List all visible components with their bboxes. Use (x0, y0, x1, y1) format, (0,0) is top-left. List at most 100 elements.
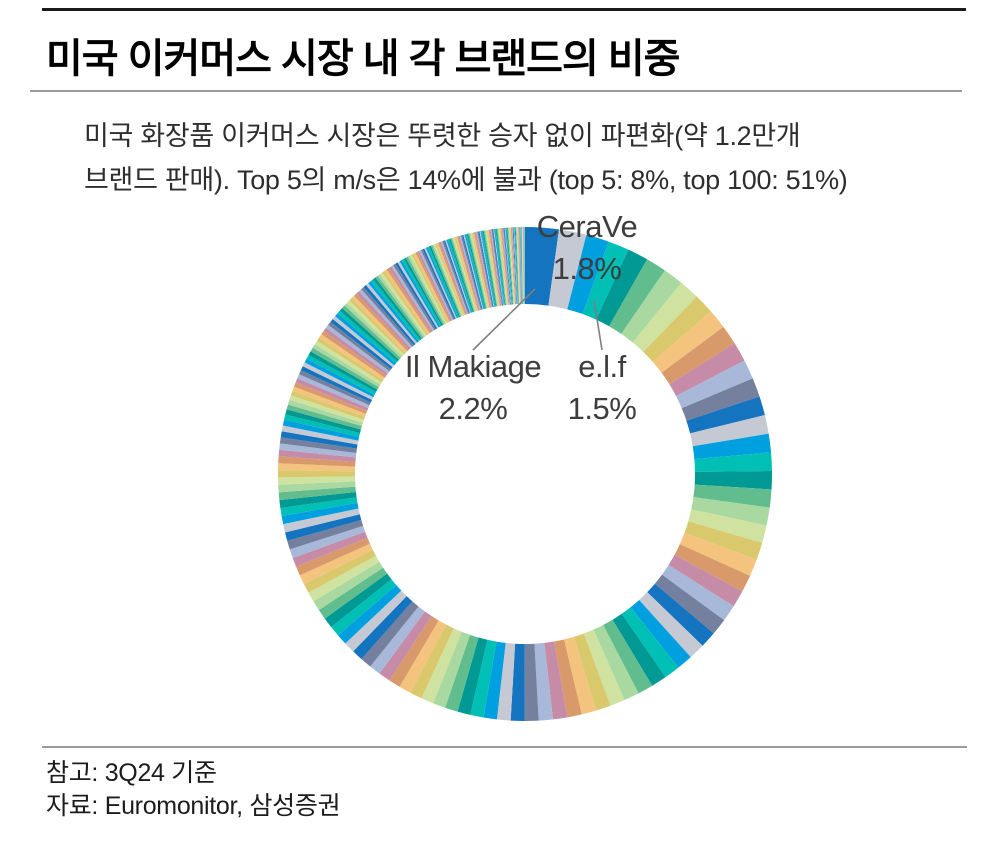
donut-slice (388, 266, 433, 333)
donut-slice (485, 230, 499, 307)
donut-slice (278, 449, 356, 462)
donut-slice (289, 395, 364, 423)
donut-slice (674, 544, 751, 592)
donut-slice (349, 298, 406, 355)
donut-slice (486, 229, 500, 307)
donut-slice (435, 243, 465, 316)
donut-slice (502, 227, 511, 305)
donut-slice (304, 358, 375, 398)
donut-slice (361, 287, 414, 347)
donut-slice (510, 643, 525, 721)
donut-slice (389, 616, 439, 687)
donut-slice (473, 232, 491, 308)
donut-slice (643, 296, 711, 362)
donut-slice (433, 631, 471, 708)
donut-slice (510, 227, 516, 305)
donut-slice (499, 228, 508, 305)
donut-slice (279, 437, 357, 453)
donut-slice (522, 227, 524, 305)
donut-slice (519, 227, 522, 305)
donut-slice (353, 596, 413, 660)
donut-slice (630, 600, 691, 668)
donut-slice (384, 269, 430, 335)
donut-slice (345, 590, 407, 652)
donut-slice (407, 255, 446, 325)
donut-slice (609, 259, 665, 334)
donut-slice (509, 227, 515, 305)
donut-slice (522, 227, 524, 305)
subtitle-line-1: 미국 화장품 이커머스 시장은 뚜렷한 승자 없이 파편화(약 1.2만개 (84, 121, 801, 151)
donut-slice (356, 291, 411, 350)
donut-slice (692, 433, 772, 460)
donut-slice (293, 382, 368, 414)
donut-slice (295, 378, 369, 411)
donut-slice (661, 326, 735, 385)
donut-slice (462, 234, 483, 310)
donut-slice (518, 227, 521, 305)
donut-slice (503, 227, 512, 305)
donut-slice (403, 257, 443, 326)
donut-slice (279, 443, 357, 458)
donut-slice (554, 639, 582, 718)
callout-cerave-label: CeraVe (536, 209, 638, 244)
donut-slice (693, 484, 772, 508)
donut-slice (287, 520, 364, 550)
donut-slice (522, 227, 524, 305)
donut-slice (465, 233, 486, 309)
top-rule (42, 8, 966, 11)
donut-slice (331, 579, 397, 636)
donut-slice (500, 228, 509, 305)
donut-ring (277, 226, 772, 722)
callout-elf: e.l.f 1.5% (513, 346, 691, 430)
donut-slice (297, 374, 370, 409)
donut-slice (391, 265, 435, 332)
donut-slice (330, 318, 393, 370)
donut-slice (479, 231, 495, 307)
donut-slice (438, 242, 467, 315)
donut-slice-e-l-f (567, 234, 609, 315)
donut-slice (413, 252, 450, 323)
donut-slice (514, 227, 518, 305)
donut-slice (358, 289, 413, 349)
donut-slice (279, 491, 357, 508)
donut-slice (375, 275, 424, 339)
donut-slice (436, 242, 466, 316)
donut-slice (520, 227, 523, 305)
donut-slice (511, 227, 517, 305)
donut-slice (324, 573, 392, 628)
donut-slice (283, 508, 360, 533)
donut-slice (669, 343, 745, 396)
donut-slice (480, 230, 496, 307)
donut-slice (277, 470, 356, 478)
donut-slice (514, 227, 519, 305)
donut-slice (342, 305, 401, 360)
donut-slice (681, 378, 760, 421)
donut-slice (487, 229, 500, 306)
donut-slice (621, 270, 682, 343)
donut-slice (421, 628, 462, 704)
donut-slice (337, 585, 402, 644)
donut-slice (442, 240, 470, 314)
donut-slice (281, 502, 359, 525)
donut-slice (471, 232, 490, 309)
donut-slice (339, 307, 400, 362)
donut-slice (496, 642, 516, 721)
donut-slice (534, 642, 553, 721)
donut-slice (470, 639, 497, 718)
callout-il-makiage: Il Makiage 2.2% (383, 346, 563, 430)
donut-slice (344, 302, 403, 358)
donut-slice (603, 619, 653, 694)
donut-slice (325, 324, 390, 374)
donut-slice (483, 230, 498, 307)
donut-slice (519, 227, 522, 305)
donut-slice (346, 300, 405, 357)
donut-slice (523, 227, 524, 304)
callout-elf-value: 1.5% (567, 391, 637, 426)
donut-slice (457, 236, 480, 311)
donut-slice (299, 370, 371, 406)
callout-elf-label: e.l.f (578, 349, 626, 384)
donut-slice (379, 272, 427, 337)
donut-slice (481, 230, 496, 307)
donut-slice (308, 351, 378, 393)
donut-slice (518, 227, 522, 305)
